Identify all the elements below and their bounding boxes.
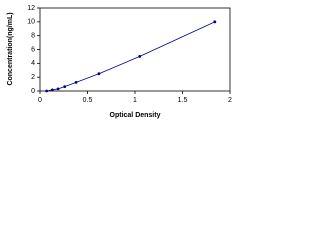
y-tick-label: 4 — [31, 60, 35, 67]
x-axis-title: Optical Density — [110, 112, 161, 119]
y-tick-label: 10 — [27, 19, 35, 26]
y-axis-title: Concentration(ng/mL) — [7, 12, 14, 85]
point — [74, 80, 78, 84]
x-tick-label: 1 — [133, 97, 137, 104]
chart: Optical Density Concentration(ng/mL) 0 2 4… — [7, 5, 232, 119]
y-tick-label: 0 — [31, 88, 35, 95]
curve — [46, 21, 215, 92]
point — [63, 85, 67, 89]
y-tick-label: 8 — [31, 33, 35, 40]
y-tick-label: 12 — [27, 5, 35, 12]
x-tick-label: 2 — [228, 97, 232, 104]
point — [50, 88, 54, 92]
plot-frame — [39, 7, 231, 92]
x-tick-label: 0 — [38, 97, 42, 104]
x-tick-label: 1.5 — [178, 97, 188, 104]
point — [97, 72, 101, 76]
y-tick-label: 2 — [31, 74, 35, 81]
point — [138, 55, 142, 58]
point — [45, 89, 49, 93]
x-tick-label: 0.5 — [83, 97, 93, 104]
y-tick-label: 6 — [31, 46, 35, 53]
point — [213, 20, 217, 24]
page: {"chart_data": {"type": "line", "x_label… — [6, 4, 233, 119]
point — [56, 87, 60, 91]
